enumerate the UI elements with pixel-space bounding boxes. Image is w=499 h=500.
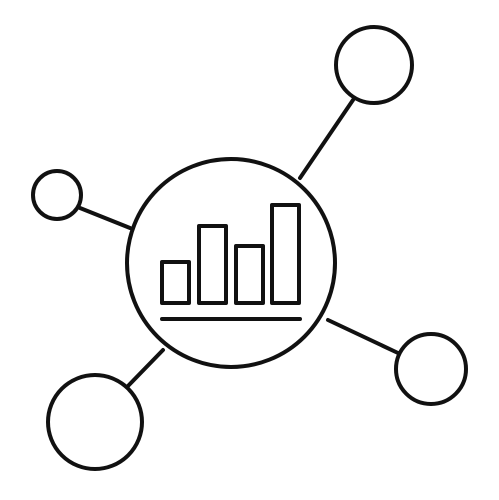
center-hub-icon: [125, 157, 337, 369]
connector-bottom-right: [326, 318, 400, 355]
bar-2: [197, 224, 228, 305]
bottom-left-node-icon: [46, 373, 144, 471]
bottom-right-node-icon: [394, 332, 468, 406]
connector-top-right: [298, 98, 355, 180]
top-right-node-icon: [334, 25, 414, 105]
bar-3: [234, 244, 265, 305]
bar-4: [270, 203, 301, 305]
connector-left: [78, 206, 132, 230]
bar-1: [160, 260, 191, 305]
bar-chart-icon: [160, 203, 302, 321]
left-node-icon: [31, 169, 83, 221]
connector-bottom-left: [125, 348, 165, 389]
